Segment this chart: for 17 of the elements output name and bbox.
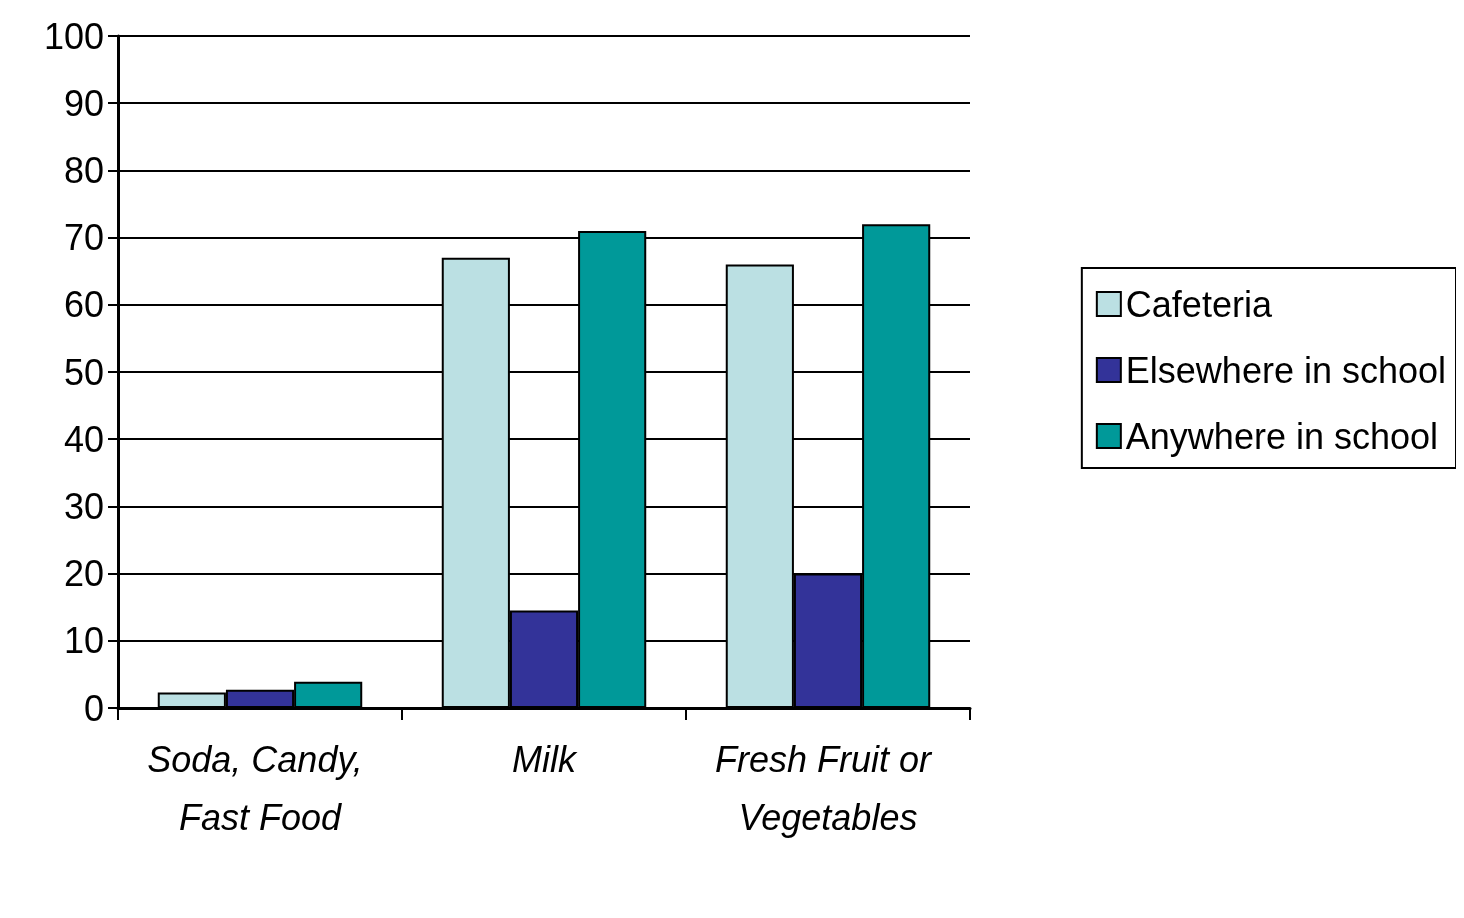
y-tick-label: 60	[63, 284, 104, 326]
y-tick-label: 80	[63, 149, 104, 191]
y-tick-label: 20	[63, 553, 104, 595]
y-tick-label: 70	[63, 217, 104, 259]
y-tick-label: 50	[63, 351, 104, 393]
y-tick-label: 30	[63, 485, 104, 527]
y-tick-label: 100	[43, 15, 104, 57]
x-tick-label: Fresh Fruit or Vegetables	[714, 738, 942, 838]
legend-label: Cafeteria	[1125, 283, 1273, 325]
y-tick-label: 0	[83, 687, 104, 729]
legend-label: Anywhere in school	[1125, 415, 1438, 457]
y-tick-label: 10	[63, 620, 104, 662]
x-tick-label: Soda, Candy, Fast Food	[147, 738, 373, 838]
y-tick-label: 40	[63, 418, 104, 460]
y-tick-label: 90	[63, 82, 104, 124]
x-tick-label: Milk	[512, 738, 578, 780]
legend-label: Elsewhere in school	[1125, 349, 1446, 391]
